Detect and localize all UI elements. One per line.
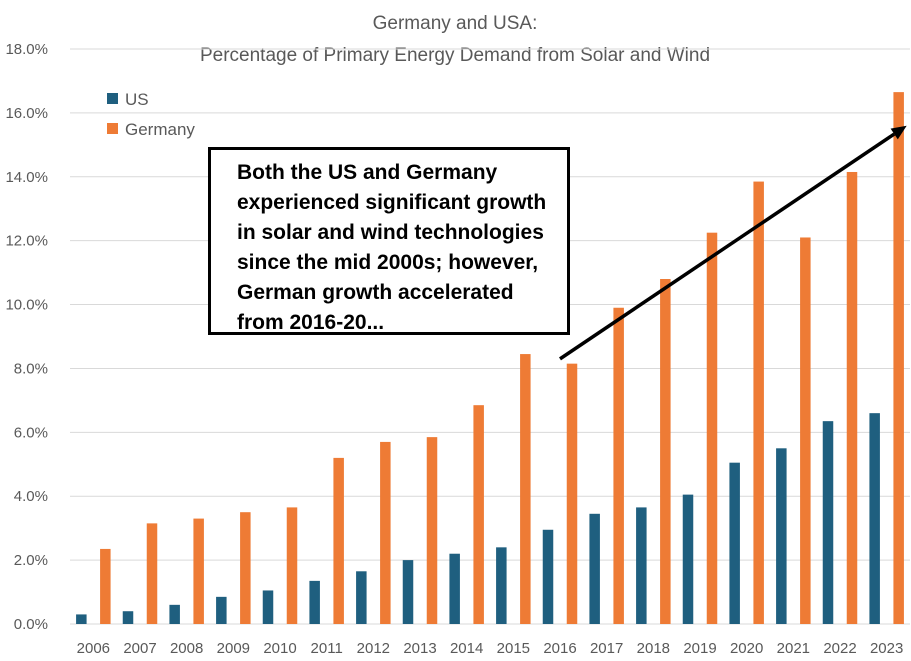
x-tick-label: 2013 bbox=[403, 640, 436, 657]
y-axis-tick-labels: 0.0% 2.0% 4.0% 6.0% 8.0% 10.0% 12.0% 14.0% 16.0%… bbox=[5, 41, 48, 633]
legend: US Germany bbox=[107, 90, 195, 139]
y-tick-label: 2.0% bbox=[14, 552, 48, 569]
x-tick-label: 2015 bbox=[497, 640, 530, 657]
bar-germany-2011 bbox=[333, 457, 344, 624]
x-tick-label: 2009 bbox=[217, 640, 250, 657]
y-tick-label: 0.0% bbox=[14, 616, 48, 633]
bar-us-2020 bbox=[729, 462, 740, 624]
bar-us-2012 bbox=[356, 571, 367, 624]
bar-us-2008 bbox=[169, 604, 180, 624]
bar-germany-2020 bbox=[753, 181, 764, 624]
bar-germany-2014 bbox=[473, 405, 484, 624]
y-tick-label: 12.0% bbox=[5, 233, 48, 250]
x-tick-label: 2010 bbox=[263, 640, 296, 657]
bar-us-2011 bbox=[309, 580, 320, 624]
y-tick-label: 10.0% bbox=[5, 297, 48, 314]
y-tick-label: 14.0% bbox=[5, 169, 48, 186]
legend-label-germany: Germany bbox=[125, 120, 195, 139]
bar-us-2013 bbox=[402, 560, 414, 624]
x-tick-label: 2012 bbox=[357, 640, 390, 657]
y-tick-label: 16.0% bbox=[5, 105, 48, 122]
x-tick-label: 2017 bbox=[590, 640, 623, 657]
bar-us-2021 bbox=[776, 448, 787, 624]
x-tick-label: 2016 bbox=[543, 640, 576, 657]
bar-germany-2016 bbox=[566, 363, 578, 624]
bar-germany-2015 bbox=[520, 354, 531, 624]
bar-us-2019 bbox=[682, 494, 694, 624]
bar-germany-2007 bbox=[146, 523, 158, 624]
bar-us-2023 bbox=[869, 413, 880, 624]
bar-germany-2013 bbox=[426, 437, 438, 624]
bar-us-2022 bbox=[822, 421, 834, 624]
x-tick-label: 2023 bbox=[870, 640, 903, 657]
chart-subtitle: Percentage of Primary Energy Demand from… bbox=[200, 45, 710, 66]
annotation-line: from 2016-20... bbox=[237, 311, 385, 334]
x-tick-label: 2008 bbox=[170, 640, 203, 657]
bar-germany-2008 bbox=[193, 518, 204, 624]
bar-germany-2006 bbox=[100, 548, 111, 624]
annotation-line: since the mid 2000s; however, bbox=[237, 251, 539, 274]
bar-germany-2012 bbox=[380, 441, 391, 624]
trend-arrow-line bbox=[559, 132, 896, 361]
bar-us-2015 bbox=[496, 547, 507, 624]
bar-germany-2010 bbox=[286, 507, 298, 624]
x-axis-tick-labels: 2006 2007 2008 2009 2010 2011 2012 2013 2014 2015… bbox=[77, 640, 904, 657]
annotation-callout: Both the US and Germany experienced sign… bbox=[208, 147, 570, 335]
legend-swatch-germany bbox=[107, 123, 118, 134]
annotation-line: experienced significant growth bbox=[237, 191, 547, 214]
annotation-line: in solar and wind technologies bbox=[237, 221, 544, 244]
x-tick-label: 2020 bbox=[730, 640, 763, 657]
bar-germany-2021 bbox=[800, 237, 811, 624]
y-tick-label: 4.0% bbox=[14, 488, 48, 505]
annotation-line: Both the US and Germany bbox=[237, 161, 498, 184]
y-tick-label: 6.0% bbox=[14, 424, 48, 441]
gridlines bbox=[70, 48, 910, 625]
bar-us-2014 bbox=[449, 553, 460, 624]
bar-us-2009 bbox=[216, 596, 227, 624]
y-tick-label: 8.0% bbox=[14, 360, 48, 377]
x-tick-label: 2014 bbox=[450, 640, 483, 657]
trend-arrow bbox=[559, 125, 907, 361]
bar-us-2017 bbox=[589, 513, 600, 624]
bar-us-2007 bbox=[122, 611, 134, 624]
x-tick-label: 2007 bbox=[123, 640, 156, 657]
x-tick-label: 2022 bbox=[823, 640, 856, 657]
bar-us-2010 bbox=[262, 590, 274, 624]
bar-us-2006 bbox=[76, 614, 87, 624]
bars bbox=[76, 92, 904, 625]
x-tick-label: 2006 bbox=[77, 640, 110, 657]
bar-germany-2019 bbox=[706, 232, 718, 625]
legend-swatch-us bbox=[107, 93, 118, 104]
bar-germany-2009 bbox=[240, 512, 251, 624]
x-tick-label: 2019 bbox=[683, 640, 716, 657]
legend-label-us: US bbox=[125, 90, 149, 109]
annotation-line: German growth accelerated bbox=[237, 281, 514, 304]
y-tick-label: 18.0% bbox=[5, 41, 48, 58]
bar-germany-2023 bbox=[893, 92, 904, 624]
bar-germany-2017 bbox=[613, 307, 624, 624]
x-tick-label: 2021 bbox=[777, 640, 810, 657]
x-tick-label: 2018 bbox=[637, 640, 670, 657]
trend-arrow-head bbox=[890, 125, 907, 140]
bar-germany-2018 bbox=[660, 279, 671, 624]
chart-title: Germany and USA: bbox=[373, 13, 538, 34]
bar-us-2018 bbox=[636, 507, 647, 624]
bar-germany-2022 bbox=[846, 171, 858, 624]
bar-us-2016 bbox=[542, 529, 554, 624]
x-tick-label: 2011 bbox=[311, 640, 343, 657]
